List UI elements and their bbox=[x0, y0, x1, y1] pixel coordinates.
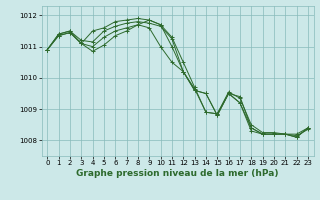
X-axis label: Graphe pression niveau de la mer (hPa): Graphe pression niveau de la mer (hPa) bbox=[76, 169, 279, 178]
